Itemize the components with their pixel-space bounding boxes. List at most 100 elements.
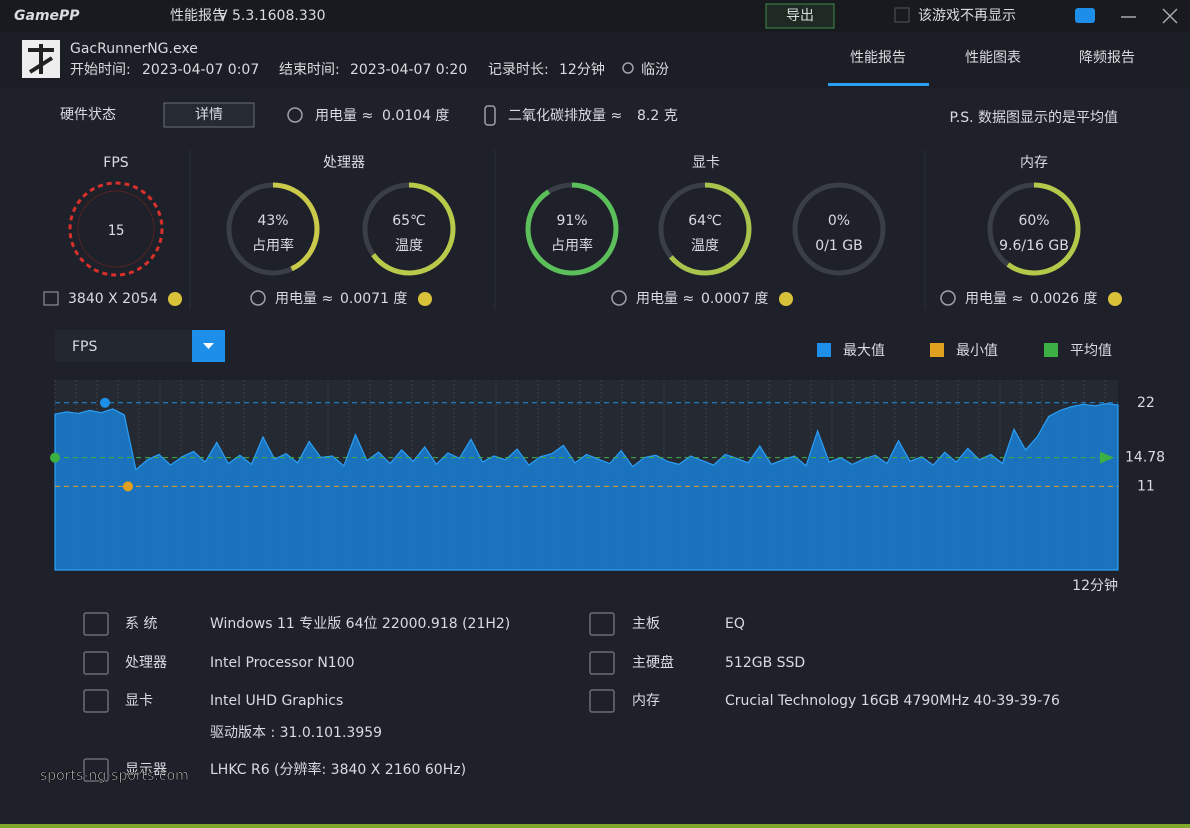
gauge-caption: 温度 [691,238,719,254]
power-label: 用电量 ≈ [315,108,373,124]
tab[interactable]: 降频报告 [1079,50,1135,66]
spec-icon [589,651,615,675]
gauge-value: 91% [556,213,587,229]
legend-swatch [1044,343,1058,357]
spec-icon [83,689,109,713]
spec-icon [589,612,615,636]
bottom-strip [0,824,1190,828]
tab-underline [828,83,929,86]
power-icon [287,107,303,123]
co2-value: 8.2 克 [637,108,678,124]
max-marker [100,397,110,408]
gauge-value: 64℃ [688,213,722,229]
reference-label: 22 [1137,395,1155,411]
duration-label: 记录时长: [488,62,549,78]
session-bar [0,32,1190,88]
resolution: 3840 X 2054 [68,291,158,307]
gauge-caption: 9.6/16 GB [999,238,1069,254]
duration: 12分钟 [559,61,605,78]
spec-label: 处理器 [125,655,167,671]
gauge-caption: 占用率 [551,237,593,254]
logo: GamePP [14,8,80,24]
spec-icon [83,758,109,782]
gauge-value: 60% [1018,213,1049,229]
gauge-value: 0% [828,213,850,229]
gauge-caption: 0/1 GB [815,238,862,254]
details-label[interactable]: 详情 [195,107,223,123]
dropdown-arrow [203,343,214,349]
tab[interactable]: 性能报告 [850,50,906,66]
spec-value: Crucial Technology 16GB 4790MHz 40-39-39… [725,693,1060,709]
power-value: 0.0007 度 [701,291,768,307]
spec-value: EQ [725,616,745,632]
note: P.S. 数据图显示的是平均值 [950,110,1119,126]
details-button[interactable] [163,102,255,128]
gauge-arc [226,182,320,276]
spec-value: LHKC R6 (分辨率: 3840 X 2160 60Hz) [210,761,466,778]
location: 临汾 [641,62,669,78]
min-marker [123,481,133,492]
x-axis-label: 12分钟 [1072,577,1118,594]
spec-icon [589,689,615,713]
gauge-caption: 占用率 [252,237,294,254]
spec-value: 512GB SSD [725,655,805,671]
reference-label: 11 [1137,478,1155,494]
location-icon [622,62,634,74]
fps-ring [68,181,164,277]
avg-marker [50,452,60,463]
legend-swatch [930,343,944,357]
help-icon [168,292,182,306]
gauge-caption: 温度 [395,238,423,254]
spec-label: 内存 [632,693,660,709]
help-icon [779,292,793,306]
spec-icon [83,612,109,636]
watermark: sports-ng-sports.com [40,768,189,784]
help-icon [418,292,432,306]
power-icon [611,290,627,306]
spec-label: 主板 [632,616,660,632]
power-value: 0.0071 度 [340,291,407,307]
close-button[interactable] [1162,8,1178,24]
window-title: 性能报告 [170,8,226,24]
checkbox[interactable] [894,7,910,23]
gauge-arc [658,182,752,276]
gauge-group-title: 处理器 [323,155,365,171]
spec-extra: 驱动版本 : 31.0.101.3959 [210,725,382,741]
power-label: 用电量 ≈ [636,291,694,307]
gauge-arc [362,182,456,276]
tab[interactable]: 性能图表 [965,50,1021,66]
gauge-group-title: 显卡 [692,155,720,171]
camera-button[interactable] [1075,8,1095,23]
start-time: 2023-04-07 0:07 [142,62,259,78]
dropdown-label[interactable]: FPS [72,339,97,355]
help-icon [1108,292,1122,306]
export-button[interactable] [765,3,835,29]
gauge-track [792,182,886,276]
legend-swatch [817,343,831,357]
power-icon [940,290,956,306]
spec-label: 主硬盘 [632,654,674,671]
power-label: 用电量 ≈ [965,291,1023,307]
export-label[interactable]: 导出 [786,8,814,24]
spec-value: Windows 11 专业版 64位 22000.918 (21H2) [210,616,510,632]
power-value: 0.0104 度 [382,108,449,124]
spec-value: Intel UHD Graphics [210,693,343,709]
fps-inner [77,190,155,268]
avg-arrow [1100,451,1114,464]
hide-option: 该游戏不再显示 [918,8,1016,24]
fps-value: 15 [108,223,125,239]
reference-label: 14.78 [1125,450,1165,466]
spec-label: 显卡 [125,693,153,709]
spec-icon [83,651,109,675]
power-value: 0.0026 度 [1030,291,1097,307]
legend-label: 平均值 [1070,343,1112,359]
power-label: 用电量 ≈ [275,291,333,307]
spec-label: 显示器 [125,762,167,778]
version: V 5.3.1608.330 [218,8,326,24]
legend-label: 最大值 [843,343,885,359]
game-icon-glyph [28,44,54,74]
spec-label: 系 统 [125,616,157,632]
legend-label: 最小值 [956,343,998,359]
gauge-value: 65℃ [392,213,426,229]
